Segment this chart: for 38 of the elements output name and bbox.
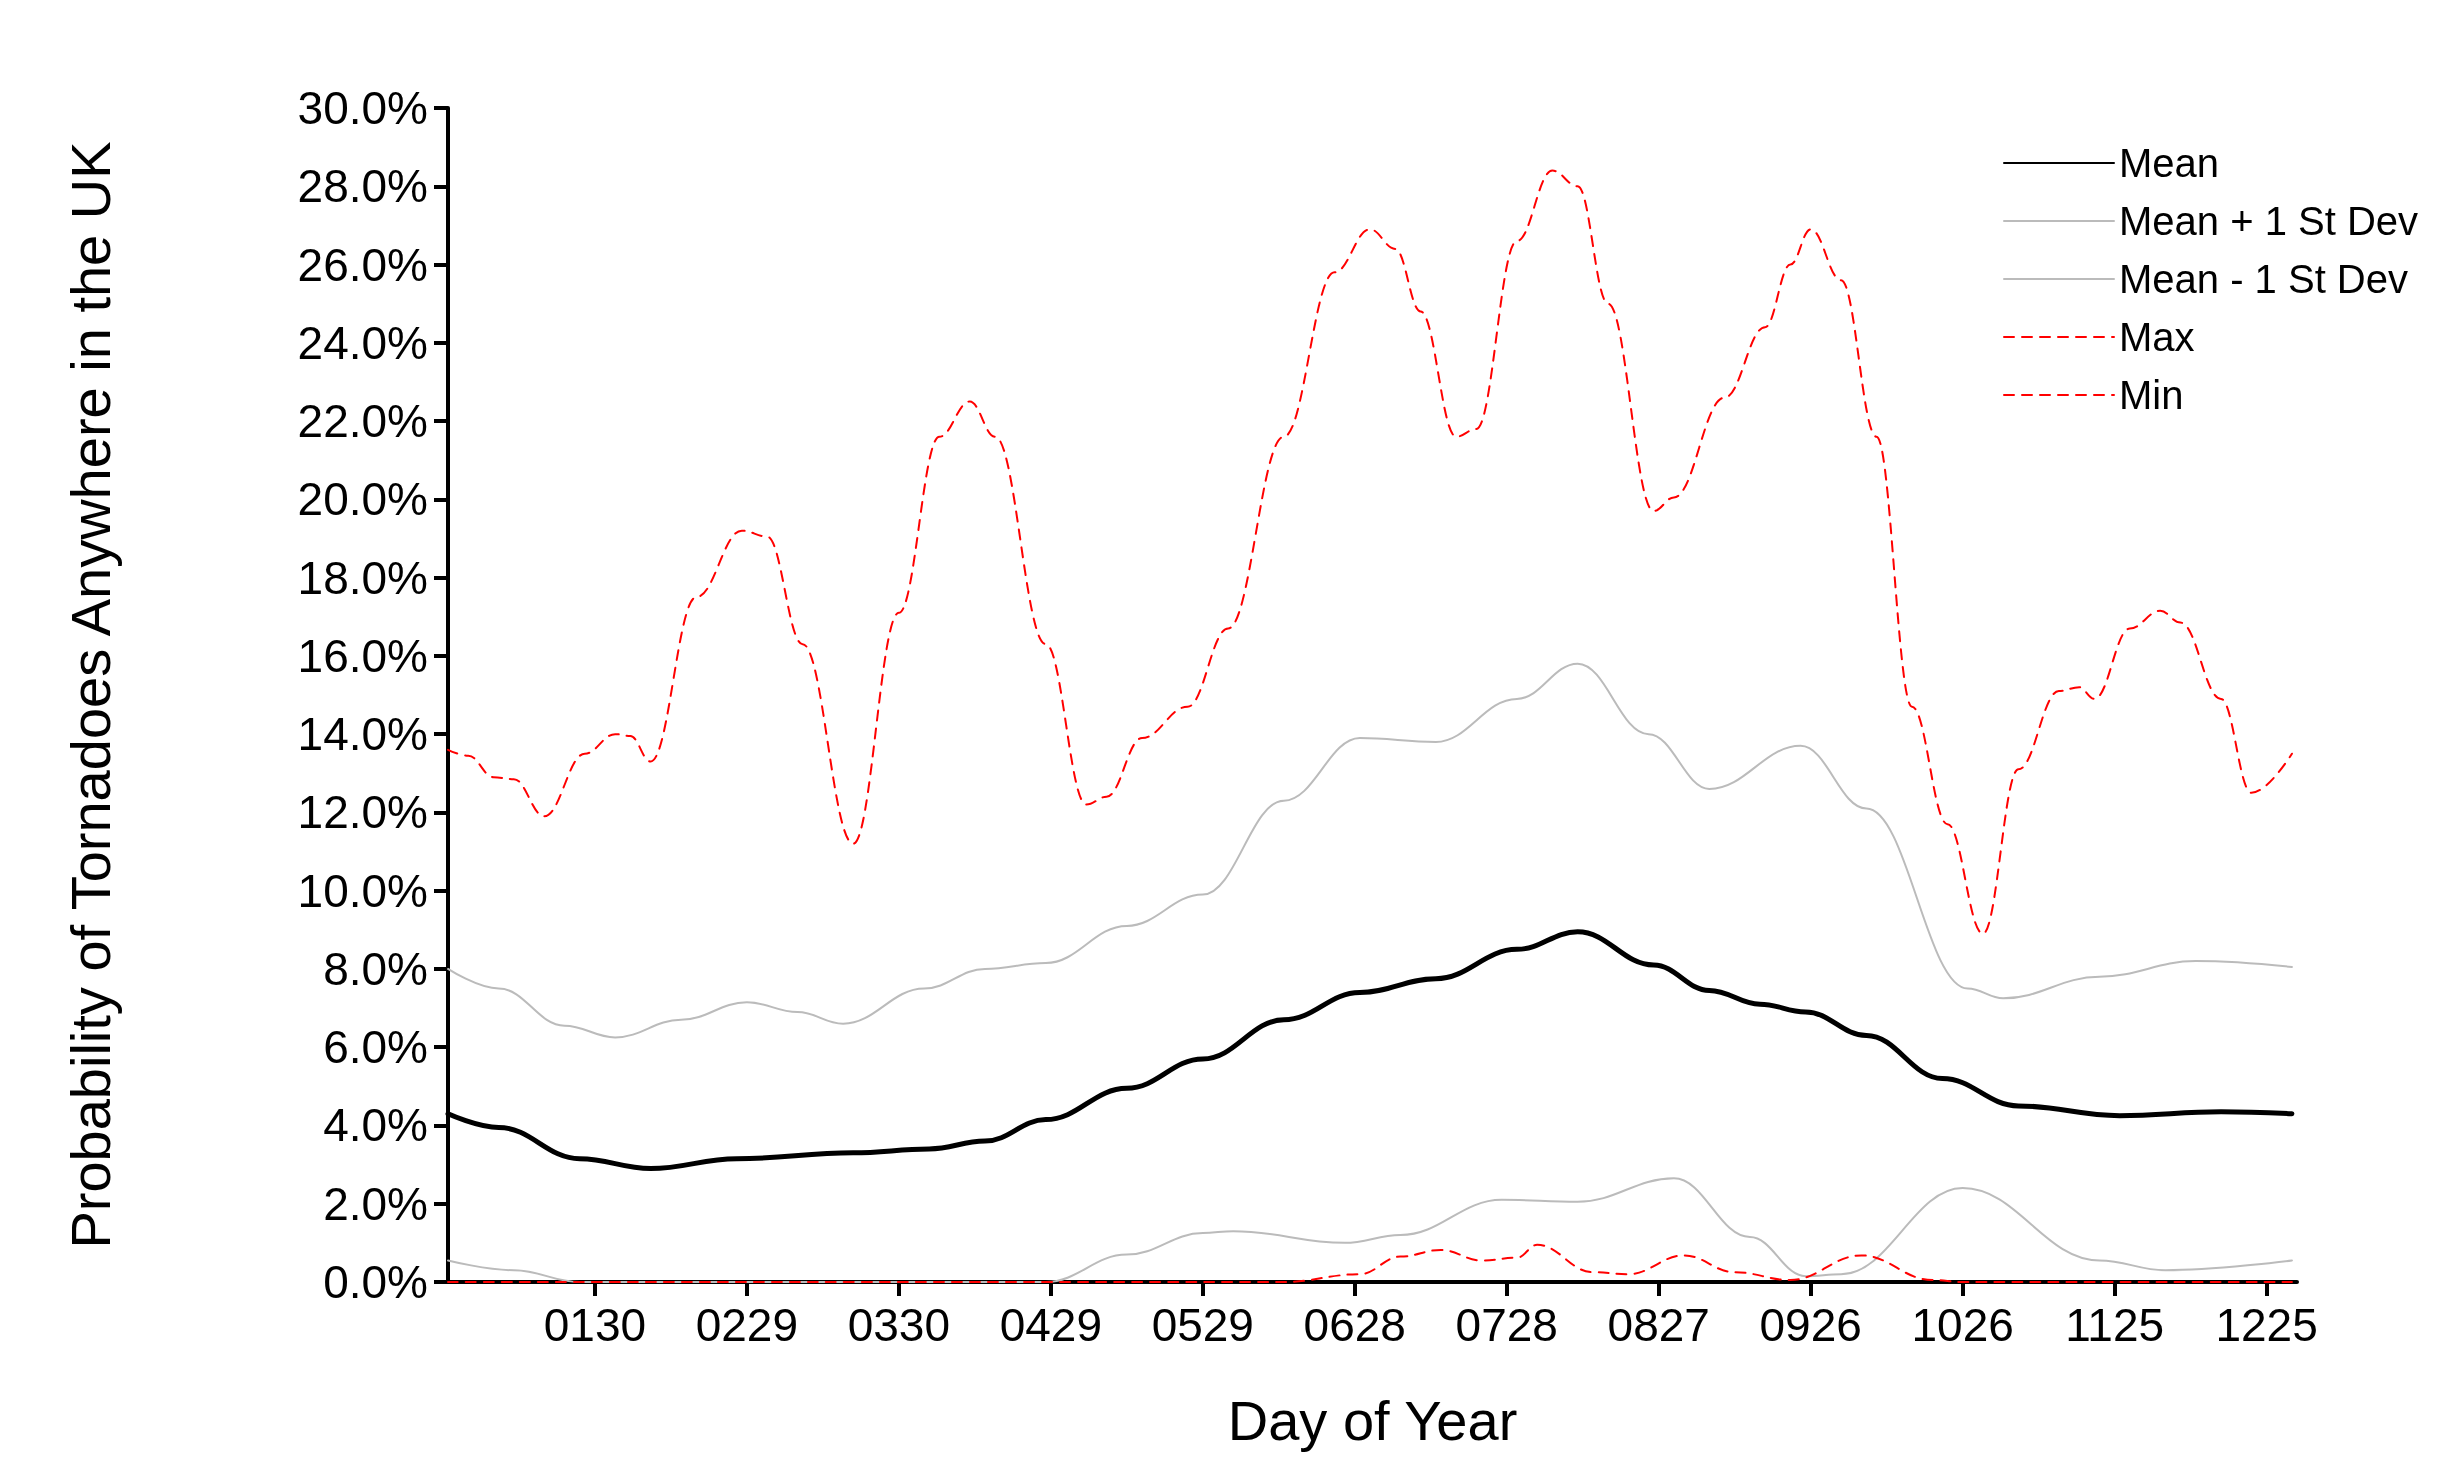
legend-label: Max <box>2119 315 2195 359</box>
y-tick-label: 8.0% <box>323 942 428 995</box>
x-axis-title: Day of Year <box>1227 1388 1518 1452</box>
y-tick-label: 4.0% <box>323 1099 428 1152</box>
x-tick-label: 0926 <box>1759 1299 1862 1351</box>
line-series <box>447 662 2293 1039</box>
x-tick-label: 0628 <box>1303 1299 1406 1351</box>
y-tick-label: 24.0% <box>297 316 428 369</box>
x-tick-label: 1026 <box>1911 1299 2014 1351</box>
y-tick-label: 16.0% <box>297 629 428 682</box>
line-series <box>447 1177 2293 1283</box>
y-tick-label: 26.0% <box>297 238 428 291</box>
x-tick-label: 0229 <box>695 1299 799 1351</box>
x-tick-label: 0429 <box>999 1299 1102 1351</box>
y-tick-label: 0.0% <box>323 1256 428 1308</box>
legend-label: Mean <box>2119 141 2220 185</box>
y-tick-label: 30.0% <box>297 82 428 134</box>
legend-label: Mean - 1 St Dev <box>2119 257 2409 301</box>
x-tick-label: 0330 <box>847 1299 951 1351</box>
x-tick-label: 0827 <box>1607 1299 1710 1351</box>
x-tick-label: 0728 <box>1455 1299 1558 1351</box>
y-tick-label: 22.0% <box>297 395 428 448</box>
y-tick-label: 2.0% <box>323 1177 428 1230</box>
x-tick-label: 1125 <box>2065 1299 2165 1351</box>
y-tick-label: 14.0% <box>297 708 428 761</box>
legend-label: Min <box>2119 373 2184 417</box>
y-axis-title: Probability of Tornadoes Anywhere in the UK <box>58 141 122 1249</box>
y-tick-label: 10.0% <box>297 864 428 917</box>
y-tick-label: 18.0% <box>297 551 428 604</box>
line-series <box>447 1243 2293 1283</box>
y-tick-label: 12.0% <box>297 786 428 839</box>
y-tick-label: 20.0% <box>297 473 428 526</box>
x-tick-label: 0130 <box>543 1299 647 1351</box>
legend-label: Mean + 1 St Dev <box>2119 199 2419 243</box>
y-tick-label: 28.0% <box>297 160 428 213</box>
x-tick-label: 0529 <box>1151 1299 1254 1351</box>
y-tick-label: 6.0% <box>323 1021 428 1074</box>
x-tick-label: 1225 <box>2215 1299 2318 1351</box>
